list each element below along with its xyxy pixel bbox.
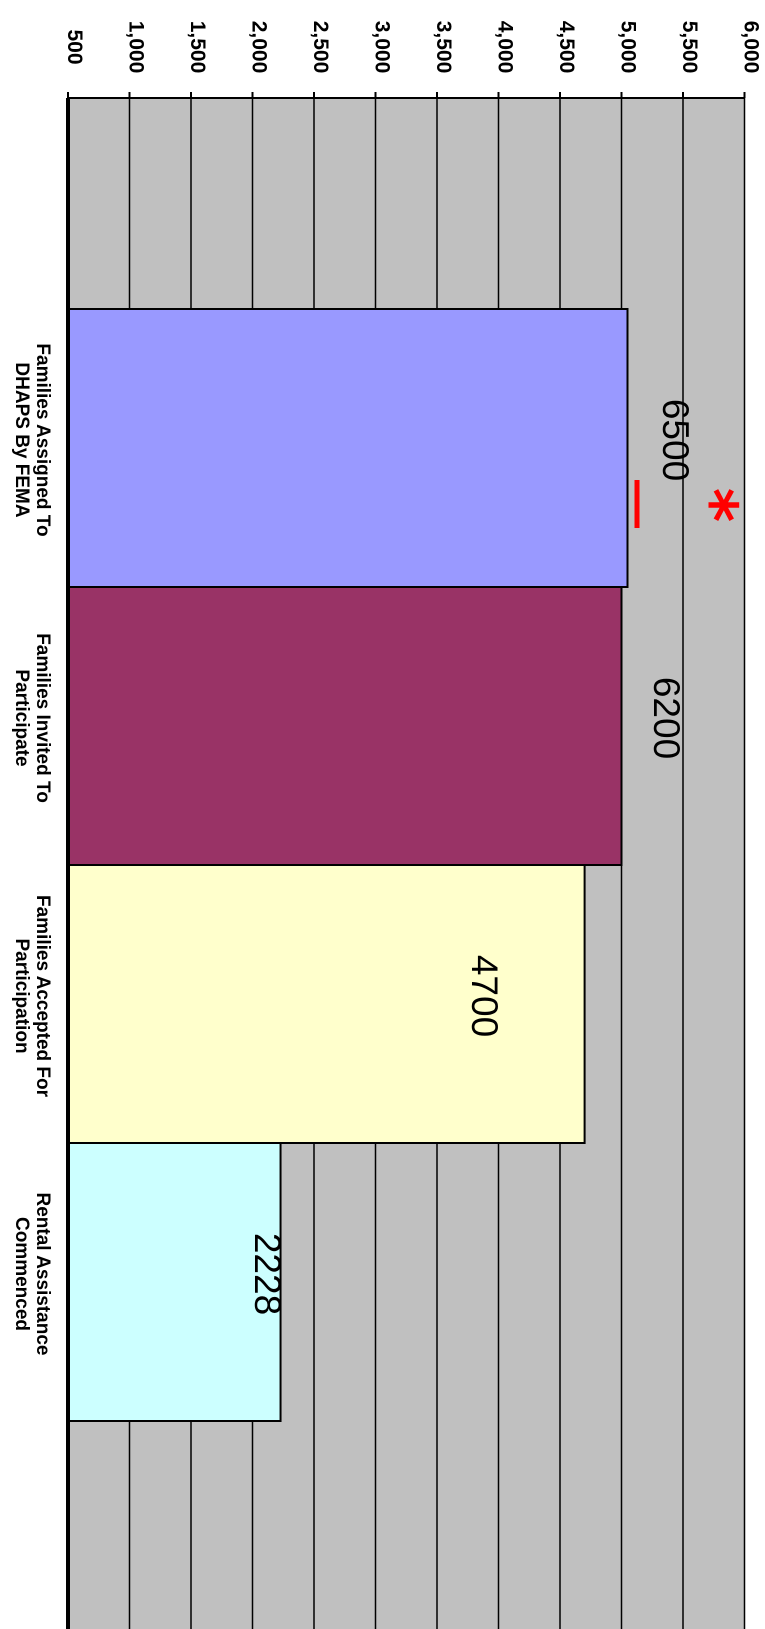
- category-label-line: Commenced: [11, 1217, 32, 1331]
- category-label-line: Families Assigned To: [32, 343, 53, 536]
- value-axis-tick-label: 4,500: [555, 21, 578, 74]
- data-label: 4700: [464, 955, 505, 1037]
- data-label: 6500: [655, 399, 696, 481]
- value-axis-tick-label: 4,000: [494, 21, 517, 74]
- category-label-line: Participate: [11, 669, 32, 766]
- annotation-asterisk: *: [674, 488, 751, 523]
- value-axis-tick-label: 6,000: [740, 21, 763, 74]
- value-axis-tick-label: 1,500: [186, 21, 209, 74]
- bar: [67, 308, 629, 588]
- category-label-line: Participation: [11, 938, 32, 1053]
- value-axis-tick-label: 2,500: [309, 21, 332, 74]
- category-label-line: DHAPS By FEMA: [11, 362, 32, 517]
- data-label: 6200: [646, 677, 687, 759]
- bar: [67, 1142, 282, 1422]
- value-axis-tick-label: 5,000: [617, 21, 640, 74]
- category-label-line: Families Accepted For: [32, 895, 53, 1098]
- data-label: 2228: [247, 1233, 288, 1315]
- category-label-line: Rental Assistance: [32, 1193, 53, 1356]
- value-axis-tick-label: 2,000: [248, 21, 271, 74]
- category-label-line: Families Invited To: [32, 633, 53, 803]
- value-axis-tick-label: 1,000: [125, 21, 148, 74]
- value-axis-tick-label: 5,500: [678, 21, 701, 74]
- value-axis-tick-label: 3,500: [432, 21, 455, 74]
- value-axis-tick-label: 500: [63, 29, 86, 64]
- bar: [67, 864, 586, 1144]
- value-axis-tick-label: 3,000: [371, 21, 394, 74]
- bar: [67, 586, 623, 866]
